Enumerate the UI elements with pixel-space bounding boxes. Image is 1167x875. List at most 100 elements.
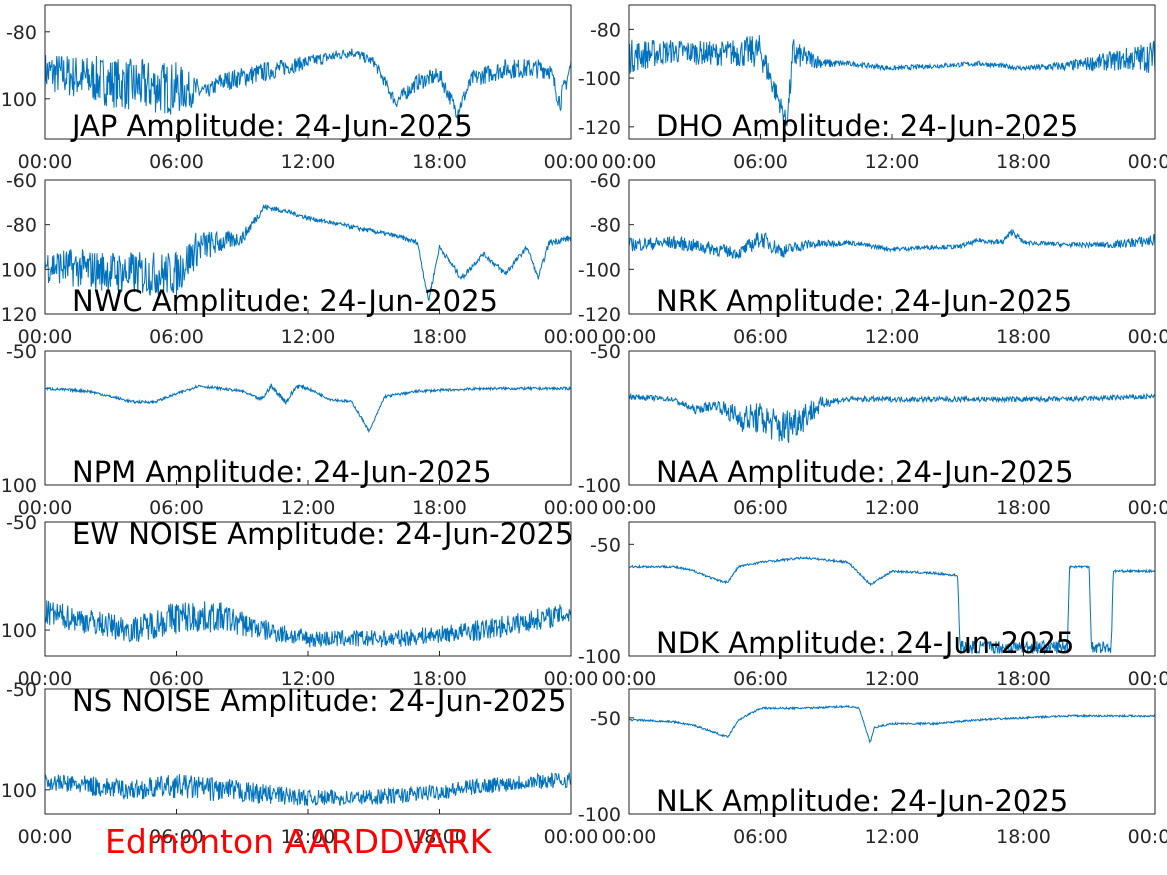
series-line	[45, 204, 571, 302]
y-tick-label: -50	[6, 341, 37, 363]
series-line	[45, 772, 571, 806]
x-tick-label: 12:00	[865, 668, 920, 690]
x-tick-label: 00:00	[1128, 497, 1167, 519]
x-tick-label: 18:00	[996, 826, 1051, 848]
x-tick-label: 00:00	[18, 497, 73, 519]
series-line	[45, 48, 571, 119]
chart-title: NDK Amplitude: 24-Jun-2025	[656, 626, 1074, 660]
x-tick-label: 00:00	[544, 826, 599, 848]
x-tick-label: 18:00	[412, 826, 467, 848]
y-tick-label: -80	[6, 215, 37, 237]
series-line	[629, 704, 1155, 744]
x-tick-label: 00:00	[1128, 326, 1167, 348]
x-tick-label: 00:00	[1128, 826, 1167, 848]
series-line	[629, 35, 1155, 127]
x-tick-label: 00:00	[602, 826, 657, 848]
y-tick-label: 100	[1, 780, 37, 802]
chart-panel-4: -60-80-100-12000:0006:0012:0018:0000:00N…	[578, 170, 1167, 348]
x-tick-label: 00:00	[1128, 668, 1167, 690]
x-tick-label: 06:00	[733, 497, 788, 519]
x-tick-label: 06:00	[149, 497, 204, 519]
x-tick-label: 18:00	[412, 151, 467, 173]
y-tick-label: -100	[578, 475, 621, 497]
y-tick-label: -100	[578, 68, 621, 90]
x-tick-label: 06:00	[733, 826, 788, 848]
x-tick-label: 12:00	[865, 326, 920, 348]
x-tick-label: 00:00	[602, 151, 657, 173]
chart-title: NAA Amplitude: 24-Jun-2025	[656, 455, 1074, 489]
series-line	[45, 383, 571, 434]
y-tick-label: -100	[578, 259, 621, 281]
chart-panel-7: -50 100 00:00 06:00 12:00 18:00 00:00 EW NOISE …	[1, 512, 599, 690]
y-tick-label: 120	[1, 304, 37, 326]
y-tick-label: 100	[1, 475, 37, 497]
x-tick-label: 00:00	[1128, 151, 1167, 173]
x-tick-label: 00:00	[602, 668, 657, 690]
series-line	[629, 392, 1155, 443]
x-tick-label: 00:00	[544, 326, 599, 348]
chart-title: NLK Amplitude: 24-Jun-2025	[656, 784, 1068, 818]
x-tick-label: 06:00	[733, 668, 788, 690]
chart-panel-2: -80 -100 -120 00:00 06:00 12:00 18:00 00:00 DHO …	[578, 4, 1167, 173]
series-line	[629, 228, 1155, 259]
x-tick-label: 00:00	[18, 668, 73, 690]
x-tick-label: 06:00	[149, 326, 204, 348]
x-tick-label: 18:00	[996, 497, 1051, 519]
x-tick-label: 00:00	[18, 826, 73, 848]
x-tick-label: 06:00	[149, 668, 204, 690]
chart-title: NS NOISE Amplitude: 24-Jun-2025	[72, 684, 567, 718]
x-tick-label: 12:00	[865, 497, 920, 519]
x-tick-label: 00:00	[18, 151, 73, 173]
chart-panel-1: -80 100 00:00 06:00 12:00 18:00 00:00 JAP Ampli…	[1, 4, 599, 173]
y-tick-label: 100	[1, 620, 37, 642]
y-tick-label: -50	[590, 708, 621, 730]
y-tick-label: 100	[1, 259, 37, 281]
y-tick-label: -80	[590, 19, 621, 41]
x-tick-label: 18:00	[996, 326, 1051, 348]
y-tick-label: -50	[590, 341, 621, 363]
y-tick-label: -120	[578, 304, 621, 326]
series-line	[629, 555, 1155, 655]
x-tick-label: 18:00	[996, 151, 1051, 173]
y-tick-label: -120	[578, 117, 621, 139]
chart-title: NRK Amplitude: 24-Jun-2025	[656, 284, 1072, 318]
y-tick-label: -60	[6, 170, 37, 192]
x-tick-label: 12:00	[281, 826, 336, 848]
figure-label: Edmonton AARDDVARK	[105, 822, 493, 861]
y-tick-label: -100	[578, 646, 621, 668]
chart-title: EW NOISE Amplitude: 24-Jun-2025	[72, 517, 573, 551]
x-tick-label: 06:00	[149, 826, 204, 848]
chart-title: DHO Amplitude: 24-Jun-2025	[656, 109, 1078, 143]
y-tick-label: -50	[590, 534, 621, 556]
chart-title: NPM Amplitude: 24-Jun-2025	[72, 455, 492, 489]
x-tick-label: 12:00	[281, 151, 336, 173]
y-tick-label: -50	[6, 512, 37, 534]
x-tick-label: 06:00	[733, 326, 788, 348]
x-tick-label: 18:00	[412, 326, 467, 348]
y-tick-label: -80	[6, 22, 37, 44]
series-line	[45, 600, 571, 648]
chart-title: NWC Amplitude: 24-Jun-2025	[72, 284, 498, 318]
x-tick-label: 18:00	[412, 668, 467, 690]
y-tick-label: -80	[590, 215, 621, 237]
y-tick-label: 100	[1, 89, 37, 111]
x-tick-label: 00:00	[544, 497, 599, 519]
x-tick-label: 06:00	[733, 151, 788, 173]
x-tick-label: 12:00	[281, 326, 336, 348]
y-tick-label: -100	[578, 804, 621, 826]
x-tick-label: 12:00	[281, 668, 336, 690]
y-tick-label: -50	[6, 679, 37, 701]
y-tick-label: -60	[590, 170, 621, 192]
x-tick-label: 06:00	[149, 151, 204, 173]
x-tick-label: 00:00	[544, 151, 599, 173]
x-tick-label: 12:00	[281, 497, 336, 519]
x-tick-label: 18:00	[996, 668, 1051, 690]
x-tick-label: 00:00	[602, 326, 657, 348]
x-tick-label: 00:00	[18, 326, 73, 348]
chart-title: JAP Amplitude: 24-Jun-2025	[70, 109, 473, 143]
x-tick-label: 12:00	[865, 826, 920, 848]
